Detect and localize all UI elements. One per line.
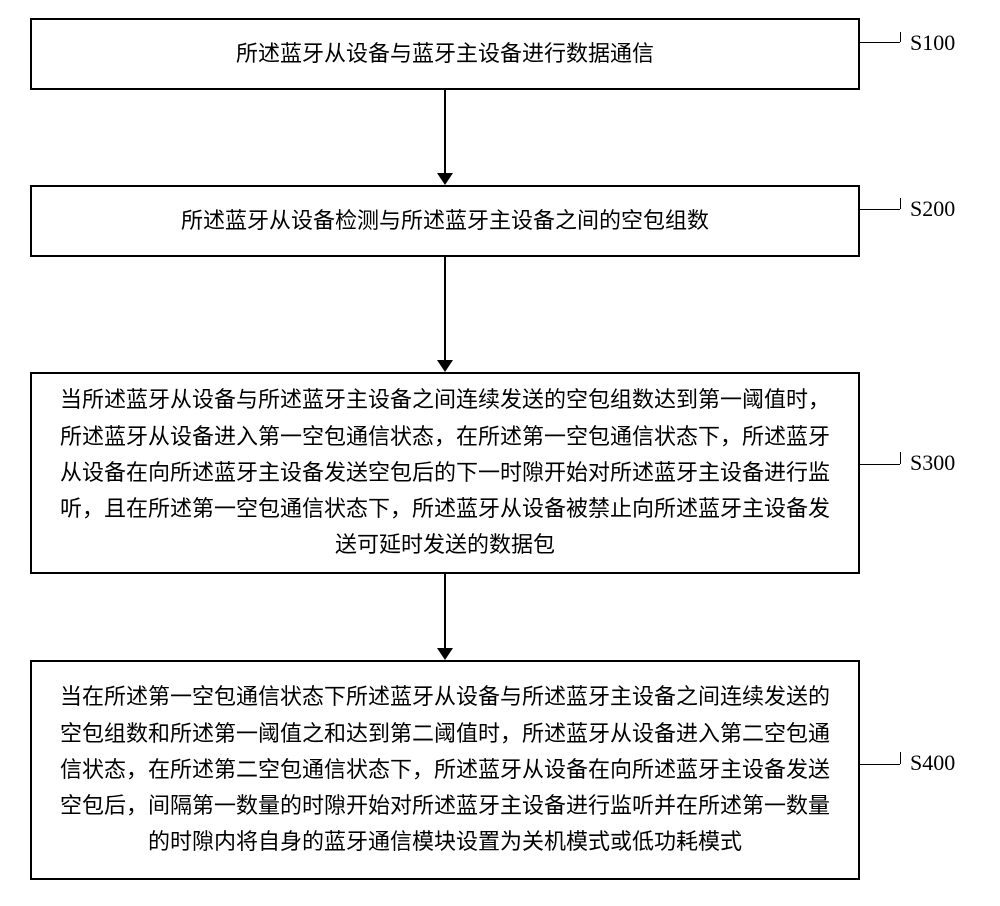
flow-node-s400: 当在所述第一空包通信状态下所述蓝牙从设备与所述蓝牙主设备之间连续发送的空包组数和… <box>30 660 860 880</box>
step-label-s400: S400 <box>910 750 955 776</box>
flow-node-text: 所述蓝牙从设备与蓝牙主设备进行数据通信 <box>236 36 654 72</box>
step-label-s300: S300 <box>910 450 955 476</box>
arrow-head-icon <box>437 648 453 660</box>
flow-arrow <box>444 574 446 648</box>
step-label-s200: S200 <box>910 196 955 222</box>
leader-line <box>900 198 901 209</box>
leader-line <box>900 32 901 42</box>
flowchart-canvas: 所述蓝牙从设备与蓝牙主设备进行数据通信 S100 所述蓝牙从设备检测与所述蓝牙主设备… <box>0 0 1000 906</box>
leader-line <box>900 452 901 464</box>
leader-line <box>860 464 900 465</box>
flow-node-s200: 所述蓝牙从设备检测与所述蓝牙主设备之间的空包组数 <box>30 185 860 257</box>
flow-node-s300: 当所述蓝牙从设备与所述蓝牙主设备之间连续发送的空包组数达到第一阈值时，所述蓝牙从… <box>30 372 860 574</box>
leader-line <box>900 752 901 764</box>
flow-arrow <box>444 257 446 360</box>
leader-line <box>860 764 900 765</box>
leader-line <box>860 209 900 210</box>
flow-arrow <box>444 90 446 173</box>
leader-line <box>860 42 900 43</box>
arrow-head-icon <box>437 360 453 372</box>
arrow-head-icon <box>437 173 453 185</box>
flow-node-text: 当所述蓝牙从设备与所述蓝牙主设备之间连续发送的空包组数达到第一阈值时，所述蓝牙从… <box>50 382 840 563</box>
flow-node-text: 当在所述第一空包通信状态下所述蓝牙从设备与所述蓝牙主设备之间连续发送的空包组数和… <box>50 679 840 860</box>
flow-node-s100: 所述蓝牙从设备与蓝牙主设备进行数据通信 <box>30 18 860 90</box>
step-label-s100: S100 <box>910 30 955 56</box>
flow-node-text: 所述蓝牙从设备检测与所述蓝牙主设备之间的空包组数 <box>181 203 709 239</box>
